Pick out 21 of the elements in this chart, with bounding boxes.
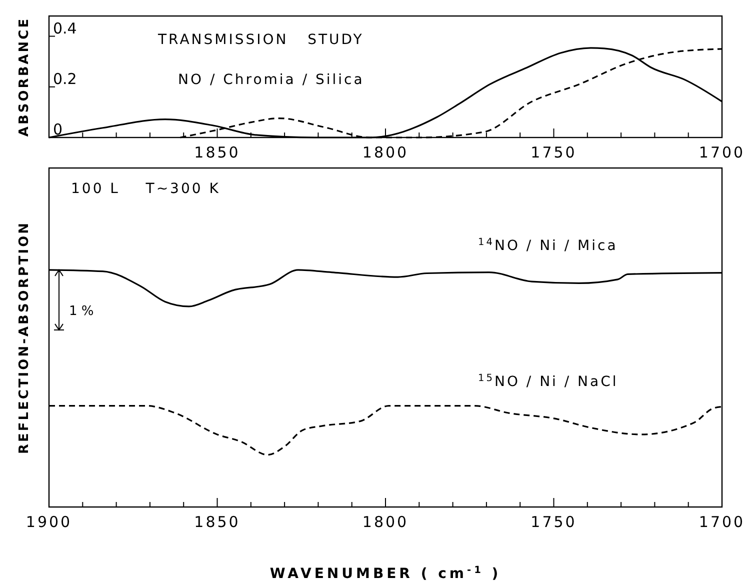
x-tick-label: 1850: [194, 513, 240, 531]
x-tick-label: 1850: [194, 144, 240, 162]
x-tick-label: 1700: [698, 144, 743, 162]
x-tick-label: 1900: [26, 513, 72, 531]
x-tick-label: 1800: [362, 513, 409, 531]
x-axis-title: WAVENUMBER ( cm$^{-1}$ ): [270, 564, 502, 581]
x-tick-label: 1700: [698, 513, 743, 531]
y-axis-title: ABSORBANCE: [17, 16, 32, 137]
series-label: $^{14}$NO / Ni / Mica: [478, 236, 618, 254]
y-tick-label: 0: [53, 120, 63, 138]
y-axis-title: REFLECTION-ABSORPTION: [17, 220, 32, 454]
x-tick-label: 1750: [530, 513, 577, 531]
y-tick-label: 0.4: [53, 19, 77, 38]
x-tick-label: 1750: [530, 144, 577, 162]
annotation: 1 %: [69, 304, 94, 319]
series-label: $^{15}$NO / Ni / NaCl: [478, 372, 618, 390]
x-tick-label: 1800: [362, 144, 409, 162]
text: 100 L T∼300 K: [71, 181, 220, 197]
annotation: NO / Chromia / Silica: [178, 72, 364, 88]
y-tick-label: 0.2: [53, 70, 77, 88]
annotation: TRANSMISSION STUDY: [157, 32, 364, 48]
